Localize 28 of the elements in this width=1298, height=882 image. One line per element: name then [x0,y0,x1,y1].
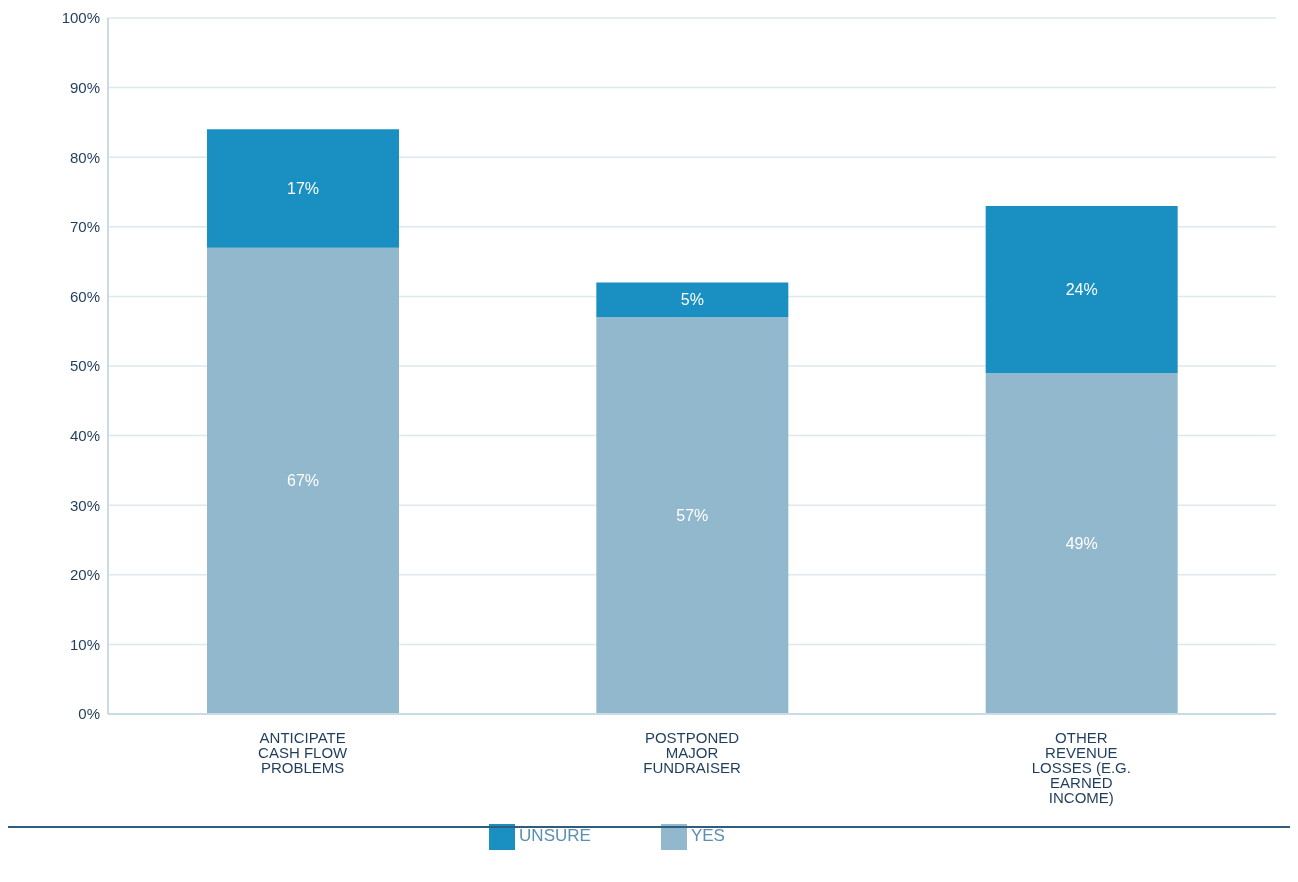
data-label: 49% [1065,534,1098,552]
y-tick-label: 80% [69,148,100,166]
bar [985,372,1178,714]
data-label: 67% [286,472,320,490]
bar [985,205,1178,373]
legend-label: UNSURE [519,826,591,846]
x-tick-label: OTHER REVENUE LOSSES (E.G. EARNED INCOME) [1031,728,1131,806]
data-label: 17% [286,180,320,198]
y-tick-label: 0% [78,705,100,723]
bar [596,282,789,318]
bar [596,317,789,714]
y-tick-label: 40% [69,426,100,444]
bar [207,247,399,714]
data-label: 57% [676,507,709,525]
y-tick-label: 20% [69,566,100,584]
y-tick-label: 70% [69,218,100,236]
y-tick-label: 10% [69,635,100,653]
y-tick-label: 50% [69,357,100,375]
y-tick-label: 30% [69,496,100,514]
bar [207,129,399,248]
y-tick-label: 60% [69,287,100,305]
data-label: 5% [680,291,704,309]
x-tick-label: ANTICIPATE CASH FLOW PROBLEMS [258,728,349,776]
y-tick-label: 90% [69,78,100,96]
y-tick-label: 100% [61,9,100,27]
x-tick-label: POSTPONED MAJOR FUNDRAISER [643,728,741,776]
data-label: 24% [1065,280,1098,298]
legend-label: YES [690,826,725,846]
